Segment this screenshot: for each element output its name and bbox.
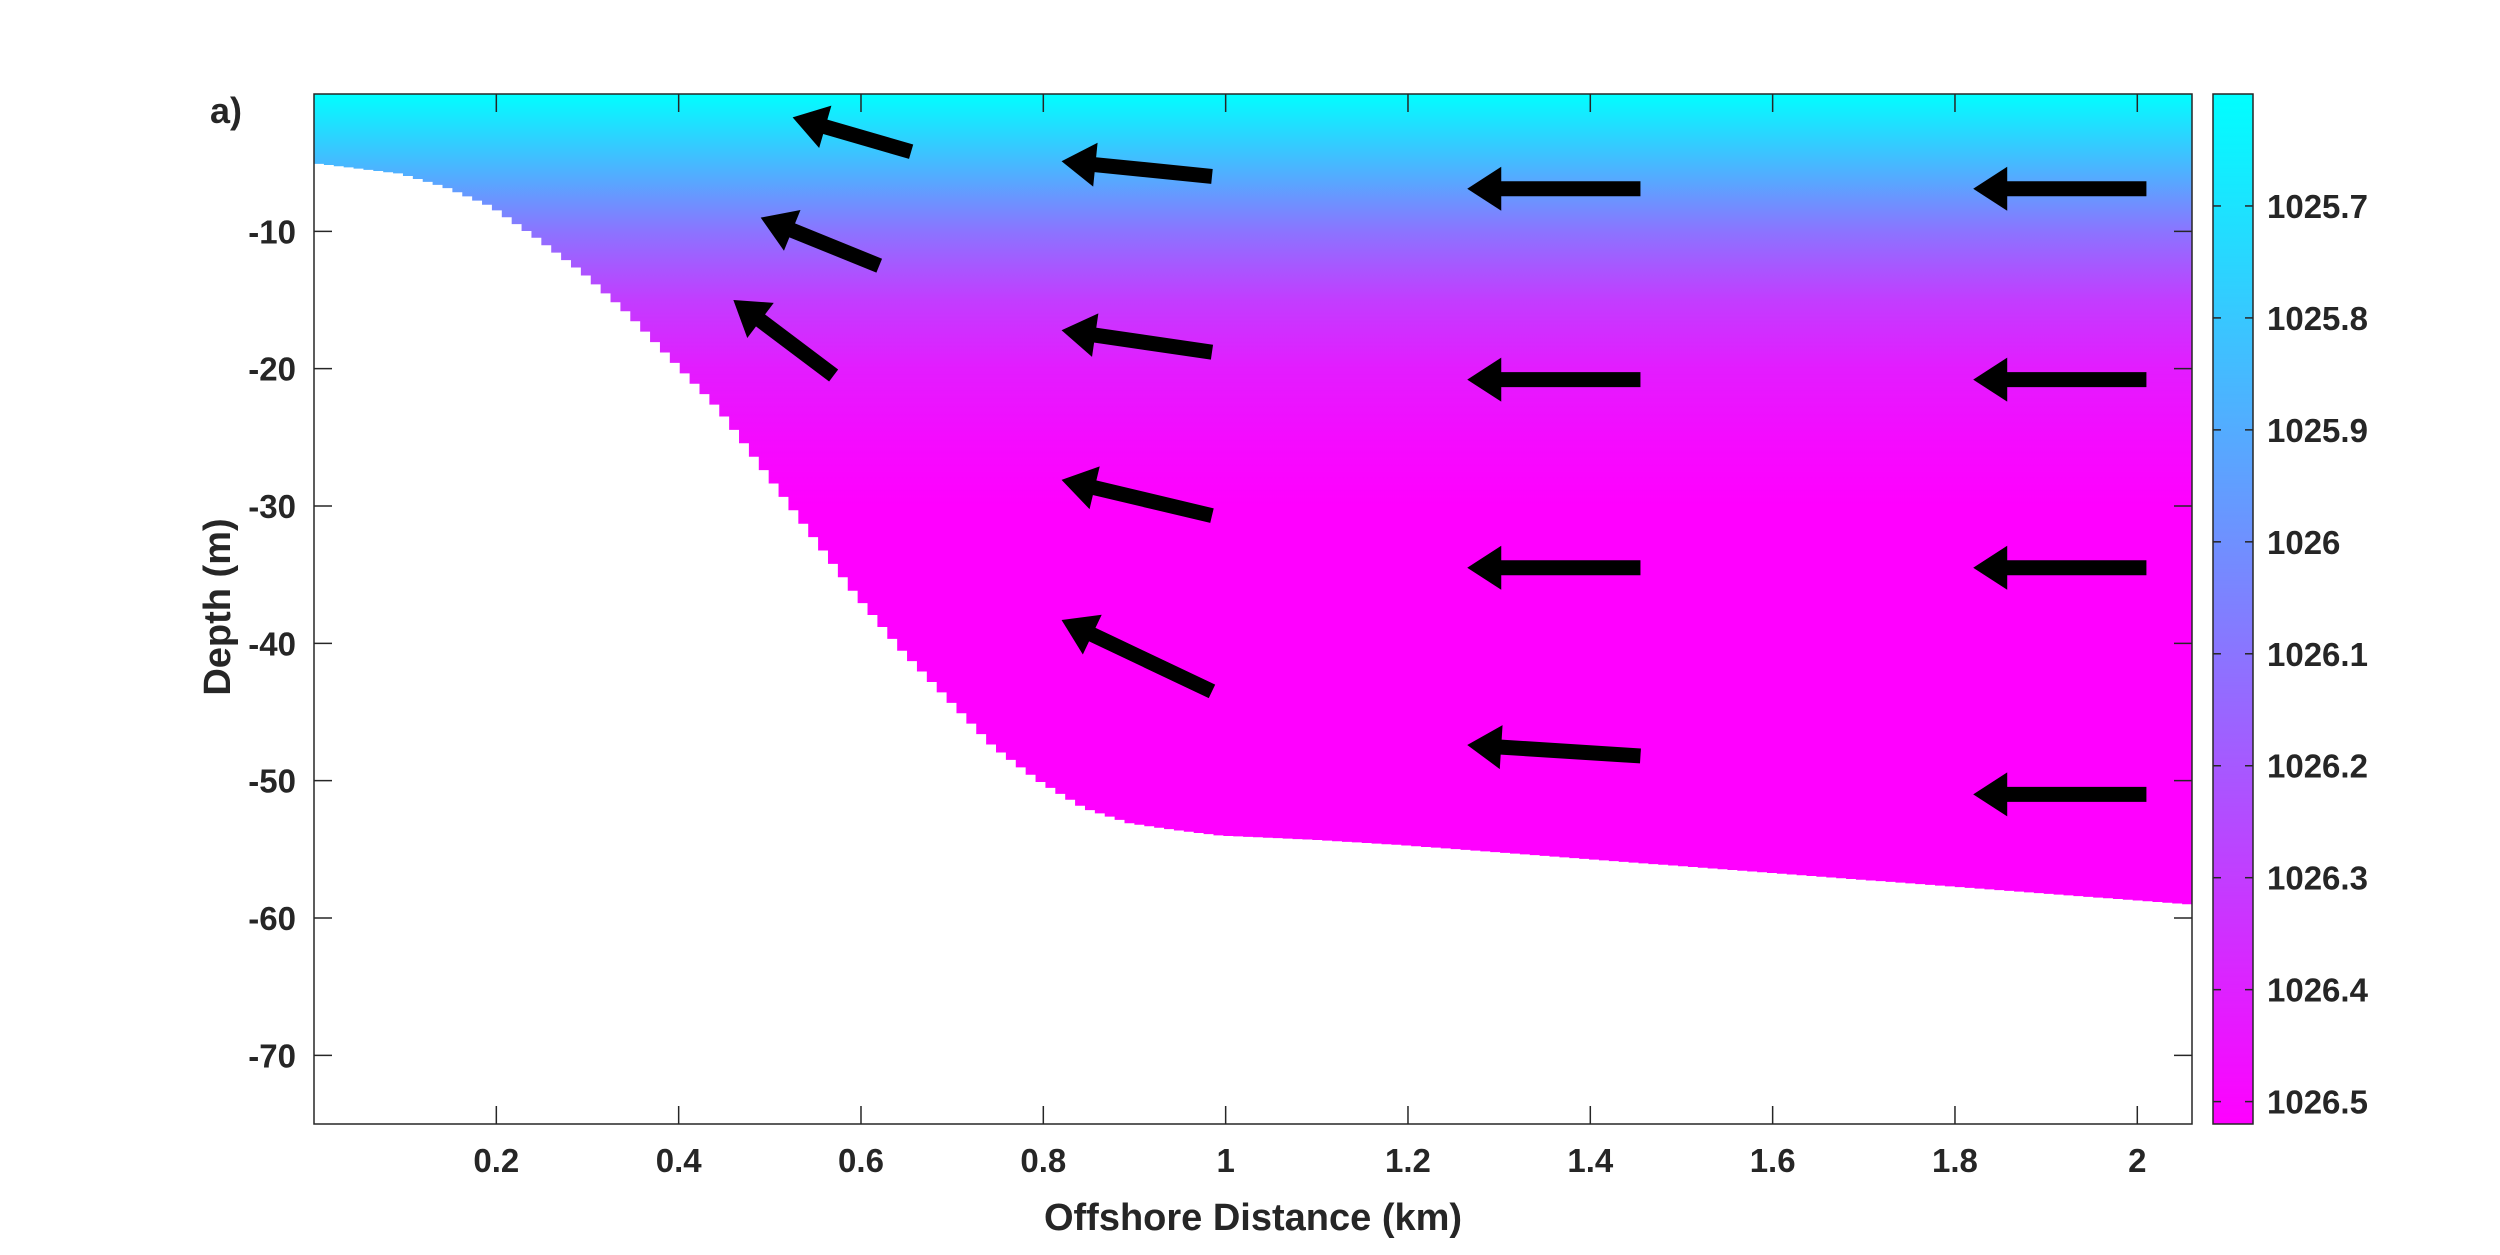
velocity-arrow — [1973, 357, 2147, 402]
x-tick-label: 1.8 — [1932, 1142, 1978, 1179]
colorbar: 1025.7 1025.8 1025.9 1026 1026.1 1026.2 1026.3… — [2212, 93, 2369, 1125]
colorbar-tick-label: 1025.8 — [2267, 300, 2368, 337]
velocity-arrow — [1973, 545, 2147, 590]
velocity-arrow — [1061, 614, 1216, 699]
velocity-arrow — [1973, 772, 2147, 817]
x-tick-label: 0.6 — [838, 1142, 884, 1179]
colorbar-tick-label: 1025.7 — [2267, 188, 2368, 225]
water-density-field — [314, 94, 2192, 905]
velocity-arrows — [733, 105, 2147, 817]
colorbar-tick-label: 1026.5 — [2267, 1084, 2368, 1121]
velocity-arrow — [1467, 357, 1641, 402]
y-tick-label: -30 — [248, 488, 296, 525]
velocity-arrow — [760, 209, 883, 273]
colorbar-tick-label: 1026.2 — [2267, 748, 2368, 785]
colorbar-tick-label: 1026.4 — [2267, 972, 2369, 1009]
velocity-arrow — [792, 105, 914, 159]
x-tick-label: 1.2 — [1385, 1142, 1431, 1179]
y-axis-ticks: -10 -20 -30 -40 -50 -60 -70 — [248, 213, 2192, 1074]
x-tick-label: 0.4 — [656, 1142, 703, 1179]
x-tick-label: 0.2 — [473, 1142, 519, 1179]
y-tick-label: -50 — [248, 763, 296, 800]
y-tick-label: -70 — [248, 1037, 296, 1074]
y-tick-label: -10 — [248, 213, 296, 250]
plot-frame — [313, 93, 2193, 1125]
velocity-arrow — [1061, 142, 1213, 187]
velocity-arrow — [1973, 166, 2147, 211]
velocity-arrow — [1061, 466, 1214, 523]
velocity-arrow — [1467, 166, 1641, 211]
colorbar-tick-label: 1026 — [2267, 524, 2340, 561]
velocity-arrow — [1467, 725, 1641, 770]
x-tick-label: 0.8 — [1020, 1142, 1066, 1179]
velocity-arrow — [1467, 545, 1641, 590]
x-tick-label: 1 — [1216, 1142, 1234, 1179]
y-tick-label: -40 — [248, 625, 296, 662]
velocity-arrow — [1061, 313, 1214, 360]
x-tick-label: 1.4 — [1567, 1142, 1614, 1179]
y-axis-label: Depth (m) — [197, 518, 239, 695]
colorbar-gradient-bar — [2212, 93, 2254, 1125]
x-tick-label: 2 — [2128, 1142, 2146, 1179]
colorbar-tick-label: 1026.3 — [2267, 860, 2368, 897]
colorbar-tick-label: 1026.1 — [2267, 636, 2368, 673]
panel-label: a) — [210, 90, 242, 131]
colorbar-ticks: 1025.7 1025.8 1025.9 1026 1026.1 1026.2 1026.3… — [2213, 188, 2369, 1121]
x-axis-ticks: 0.2 0.4 0.6 0.8 1 1.2 1.4 1.6 1.8 2 — [473, 94, 2146, 1179]
plot-area — [314, 94, 2192, 905]
y-tick-label: -60 — [248, 900, 296, 937]
x-tick-label: 1.6 — [1750, 1142, 1796, 1179]
x-axis-label: Offshore Distance (km) — [1044, 1197, 1462, 1239]
y-tick-label: -20 — [248, 351, 296, 388]
velocity-arrow — [733, 300, 839, 382]
colorbar-tick-label: 1025.9 — [2267, 412, 2368, 449]
